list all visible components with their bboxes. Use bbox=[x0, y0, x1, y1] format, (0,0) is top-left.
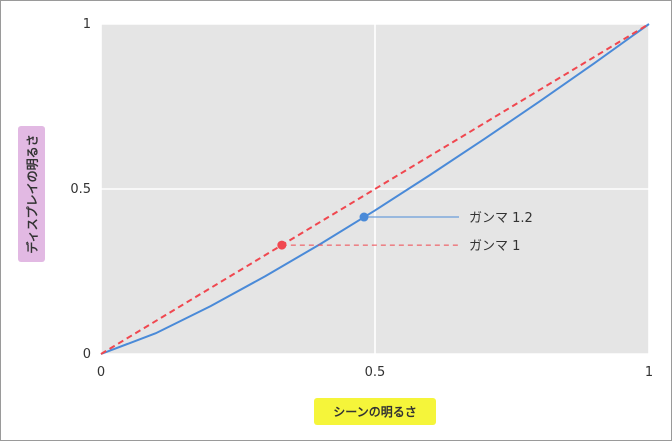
series-layer bbox=[100, 23, 650, 355]
x-axis-label: シーンの明るさ bbox=[314, 398, 436, 425]
marker-point-1 bbox=[277, 240, 287, 250]
series-label-1: ガンマ 1 bbox=[469, 239, 520, 254]
y-axis-label-box: ディスプレイの明るさ bbox=[18, 126, 45, 262]
y-tick-label-2: 1 bbox=[83, 17, 91, 32]
annotations-layer: ガンマ 1.2 ガンマ 1 bbox=[277, 211, 533, 254]
x-tick-label-2: 1 bbox=[645, 365, 653, 380]
y-tick-label-0: 0 bbox=[83, 347, 91, 362]
grid-lines bbox=[100, 23, 650, 355]
x-tick-label-0: 0 bbox=[97, 365, 105, 380]
series-line-0 bbox=[100, 23, 650, 355]
marker-point-0 bbox=[359, 212, 369, 222]
x-tick-label-1: 0.5 bbox=[365, 365, 386, 380]
series-label-0: ガンマ 1.2 bbox=[469, 211, 533, 226]
y-axis-label: ディスプレイの明るさ bbox=[25, 134, 39, 254]
y-tick-label-1: 0.5 bbox=[70, 182, 91, 197]
tick-labels: 0 0.5 1 0 0.5 1 bbox=[70, 17, 653, 380]
series-line-1 bbox=[100, 23, 650, 355]
